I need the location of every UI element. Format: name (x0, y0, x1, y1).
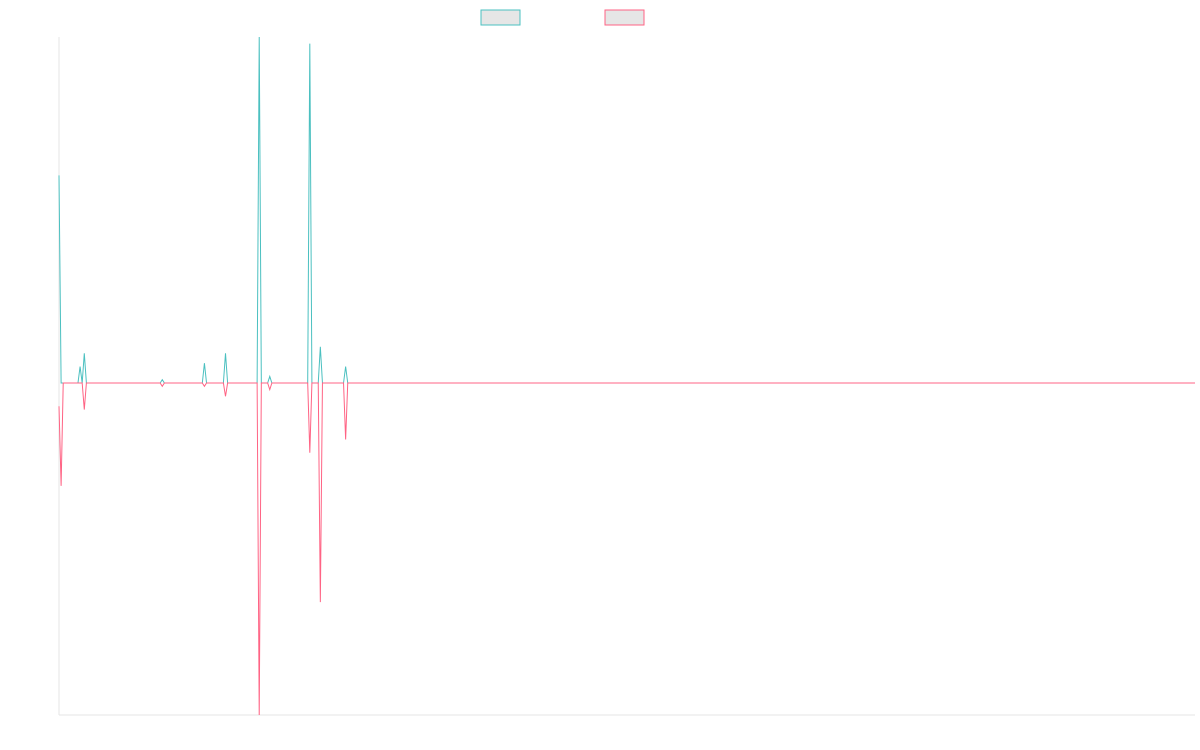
legend-item-1[interactable] (480, 9, 521, 26)
series-line-1 (58, 36, 1195, 384)
legend-item-2[interactable] (604, 9, 645, 26)
series-line-2 (58, 382, 1195, 716)
legend-swatch-2[interactable] (604, 9, 645, 26)
legend (480, 9, 645, 26)
plot-area (58, 36, 1195, 716)
legend-swatch-1[interactable] (480, 9, 521, 26)
chart-axes (58, 37, 1195, 716)
